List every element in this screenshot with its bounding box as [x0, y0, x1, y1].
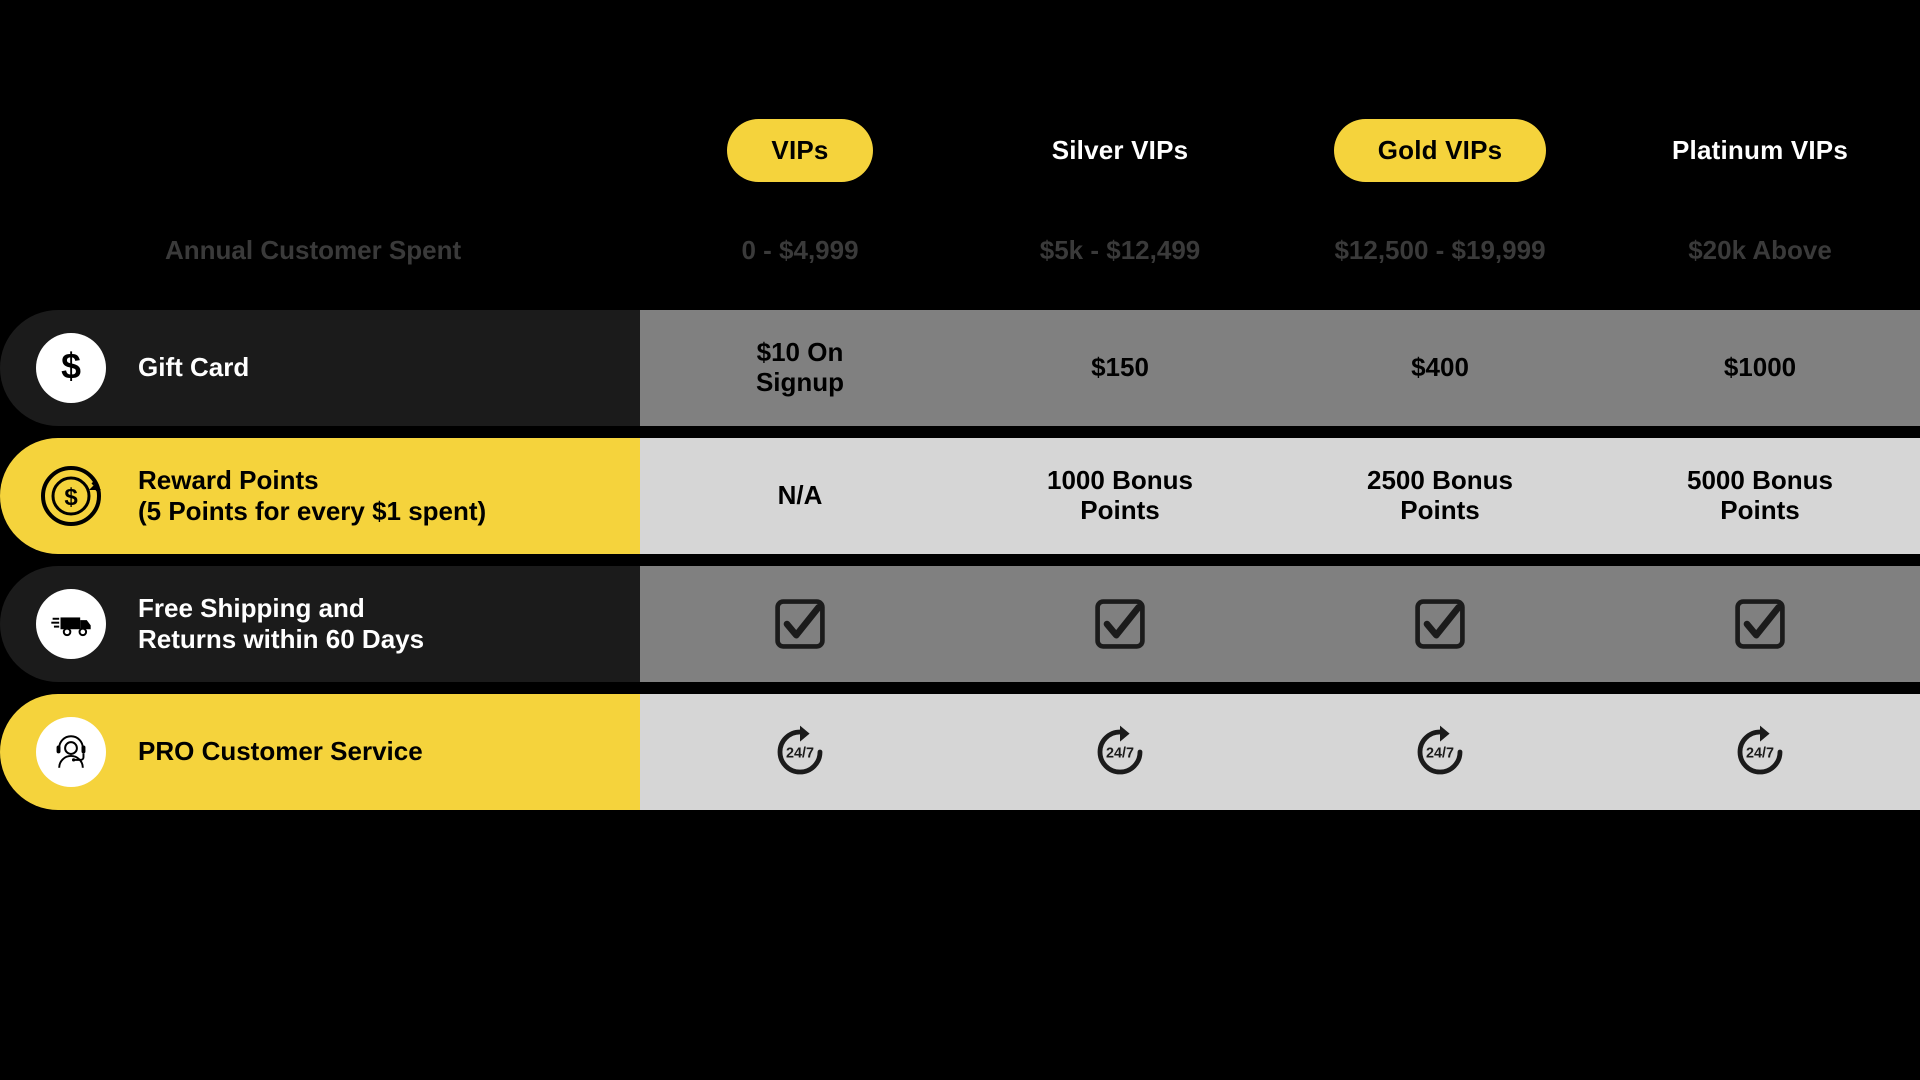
twenty-four-seven-icon: 24/7 [772, 724, 828, 780]
check-icon [1092, 596, 1148, 652]
benefit-title-reward-points: Reward Points (5 Points for every $1 spe… [138, 465, 486, 527]
check-icon [1732, 596, 1788, 652]
annual-spend-gold: $12,500 - $19,999 [1280, 190, 1600, 310]
benefit-free-shipping-platinum [1600, 566, 1920, 682]
benefit-title-pro-service: PRO Customer Service [138, 736, 423, 767]
headset-icon [36, 717, 106, 787]
benefit-row-reward-points: $ Reward Points (5 Points for every $1 s… [0, 438, 1920, 554]
coin-refresh-icon: $ [36, 461, 106, 531]
benefit-row-free-shipping: Free Shipping and Returns within 60 Days [0, 566, 1920, 682]
benefit-title-free-shipping: Free Shipping and Returns within 60 Days [138, 593, 424, 655]
benefit-pro-service-vips: 24/7 [640, 694, 960, 810]
benefit-reward-points-silver: 1000 Bonus Points [960, 438, 1280, 554]
check-icon [772, 596, 828, 652]
benefit-row-pro-service: PRO Customer Service 24/7 24/7 24/7 24/7 [0, 694, 1920, 810]
benefit-label-pro-service: PRO Customer Service [0, 694, 640, 810]
benefit-label-gift-card: $ Gift Card [0, 310, 640, 426]
benefit-gift-card-vips: $10 On Signup [640, 310, 960, 426]
benefit-title-gift-card: Gift Card [138, 352, 249, 383]
annual-spend-row: Annual Customer Spent 0 - $4,999 $5k - $… [0, 190, 1920, 310]
svg-text:24/7: 24/7 [1746, 746, 1774, 762]
tier-header-platinum: Platinum VIPs [1600, 110, 1920, 190]
tier-pill-gold: Gold VIPs [1334, 119, 1547, 182]
truck-icon [36, 589, 106, 659]
benefit-reward-points-gold: 2500 Bonus Points [1280, 438, 1600, 554]
svg-text:24/7: 24/7 [1426, 746, 1454, 762]
tier-label-silver: Silver VIPs [1052, 135, 1189, 166]
check-icon [1412, 596, 1468, 652]
benefit-free-shipping-gold [1280, 566, 1600, 682]
svg-text:24/7: 24/7 [786, 746, 814, 762]
twenty-four-seven-icon: 24/7 [1412, 724, 1468, 780]
benefit-gift-card-gold: $400 [1280, 310, 1600, 426]
svg-text:$: $ [61, 347, 81, 387]
benefit-free-shipping-vips [640, 566, 960, 682]
tier-header-gold: Gold VIPs [1280, 110, 1600, 190]
annual-spend-platinum: $20k Above [1600, 190, 1920, 310]
annual-spend-vips: 0 - $4,999 [640, 190, 960, 310]
benefit-gift-card-platinum: $1000 [1600, 310, 1920, 426]
benefit-reward-points-platinum: 5000 Bonus Points [1600, 438, 1920, 554]
benefit-reward-points-vips: N/A [640, 438, 960, 554]
tier-header-vips: VIPs [640, 110, 960, 190]
tier-header-silver: Silver VIPs [960, 110, 1280, 190]
benefit-label-reward-points: $ Reward Points (5 Points for every $1 s… [0, 438, 640, 554]
tier-pill-vips: VIPs [727, 119, 872, 182]
annual-spend-label: Annual Customer Spent [0, 190, 640, 310]
svg-text:24/7: 24/7 [1106, 746, 1134, 762]
twenty-four-seven-icon: 24/7 [1092, 724, 1148, 780]
benefit-pro-service-platinum: 24/7 [1600, 694, 1920, 810]
benefit-pro-service-silver: 24/7 [960, 694, 1280, 810]
tier-label-platinum: Platinum VIPs [1672, 135, 1848, 166]
benefit-free-shipping-silver [960, 566, 1280, 682]
benefit-pro-service-gold: 24/7 [1280, 694, 1600, 810]
annual-spend-silver: $5k - $12,499 [960, 190, 1280, 310]
twenty-four-seven-icon: 24/7 [1732, 724, 1788, 780]
benefit-row-gift-card: $ Gift Card $10 On Signup $150 $400 $100… [0, 310, 1920, 426]
benefit-gift-card-silver: $150 [960, 310, 1280, 426]
dollar-icon: $ [36, 333, 106, 403]
svg-text:$: $ [64, 484, 78, 511]
benefit-label-free-shipping: Free Shipping and Returns within 60 Days [0, 566, 640, 682]
tier-header-row: VIPs Silver VIPs Gold VIPs Platinum VIPs [0, 110, 1920, 190]
